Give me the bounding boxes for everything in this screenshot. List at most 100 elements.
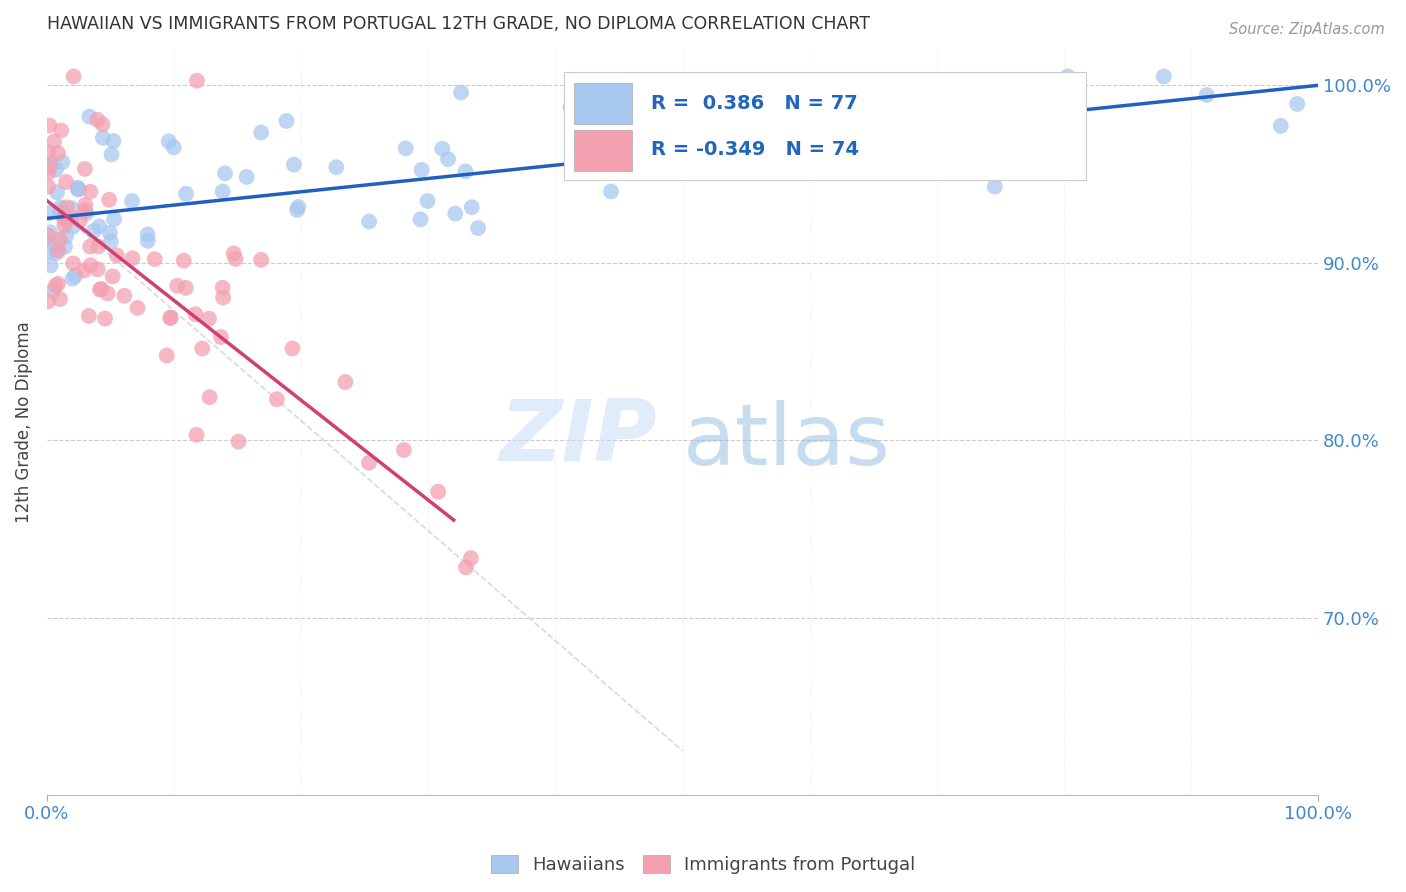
Point: [166, 278, 188, 293]
Point: [48, 232, 70, 246]
Point: [454, 164, 477, 178]
Point: [392, 443, 415, 458]
Point: [173, 253, 195, 268]
Point: [79, 258, 101, 272]
Point: [174, 281, 197, 295]
Point: [52, 211, 75, 226]
FancyBboxPatch shape: [575, 83, 631, 124]
Point: [159, 310, 181, 325]
Text: R =  0.386   N = 77: R = 0.386 N = 77: [651, 94, 858, 113]
Point: [103, 134, 125, 148]
Point: [77, 309, 100, 323]
Point: [184, 307, 207, 321]
Point: [65, 268, 87, 283]
Point: [39, 226, 62, 240]
Point: [39, 161, 62, 175]
Point: [454, 560, 477, 574]
Point: [90, 282, 112, 296]
Point: [357, 456, 380, 470]
Legend: Hawaiians, Immigrants from Portugal: Hawaiians, Immigrants from Portugal: [491, 855, 915, 874]
Point: [75, 203, 97, 218]
Point: [1195, 88, 1218, 103]
Text: ZIP: ZIP: [499, 396, 657, 479]
Point: [56, 212, 79, 227]
Point: [198, 390, 221, 404]
Text: atlas: atlas: [682, 400, 890, 483]
Point: [37, 145, 59, 160]
FancyBboxPatch shape: [575, 129, 631, 170]
Point: [409, 212, 432, 227]
Point: [121, 252, 143, 266]
Point: [66, 180, 89, 194]
Point: [37, 166, 59, 180]
Point: [38, 160, 60, 174]
Point: [45, 239, 67, 253]
Point: [79, 239, 101, 253]
Point: [143, 252, 166, 267]
Point: [127, 301, 149, 315]
Point: [62, 256, 84, 270]
Point: [49, 292, 72, 306]
Point: [37, 206, 59, 220]
Point: [395, 141, 418, 155]
Point: [287, 200, 309, 214]
Point: [136, 227, 159, 242]
Point: [427, 484, 450, 499]
Point: [60, 210, 83, 224]
Point: [450, 86, 472, 100]
Point: [285, 202, 308, 217]
Point: [266, 392, 288, 407]
Point: [62, 70, 84, 84]
Point: [105, 248, 128, 262]
Point: [1045, 92, 1067, 106]
Point: [174, 186, 197, 201]
Text: HAWAIIAN VS IMMIGRANTS FROM PORTUGAL 12TH GRADE, NO DIPLOMA CORRELATION CHART: HAWAIIAN VS IMMIGRANTS FROM PORTUGAL 12T…: [46, 15, 870, 33]
Point: [86, 112, 108, 127]
Point: [100, 147, 122, 161]
Point: [211, 185, 233, 199]
Point: [83, 224, 105, 238]
Point: [44, 279, 66, 293]
Point: [460, 551, 482, 566]
Point: [75, 198, 97, 212]
Point: [75, 206, 97, 220]
Point: [136, 234, 159, 248]
Point: [984, 179, 1007, 194]
Point: [276, 114, 298, 128]
Point: [560, 100, 582, 114]
Point: [66, 182, 89, 196]
Point: [55, 229, 77, 244]
Point: [235, 169, 257, 184]
Point: [87, 239, 110, 253]
Point: [89, 283, 111, 297]
Point: [38, 119, 60, 133]
Point: [51, 155, 73, 169]
Point: [224, 252, 246, 266]
Point: [437, 152, 460, 166]
Point: [1035, 103, 1057, 118]
Point: [250, 126, 273, 140]
Point: [53, 239, 76, 253]
Point: [94, 311, 117, 326]
Point: [988, 107, 1011, 121]
Point: [67, 182, 90, 196]
Point: [42, 135, 65, 149]
Point: [1270, 119, 1292, 133]
Point: [46, 244, 69, 258]
Point: [45, 246, 67, 260]
Point: [45, 162, 67, 177]
Point: [79, 110, 101, 124]
Point: [1056, 70, 1078, 84]
Point: [359, 214, 381, 228]
Point: [198, 311, 221, 326]
Point: [79, 185, 101, 199]
Point: [96, 286, 118, 301]
Point: [209, 330, 232, 344]
Point: [444, 206, 467, 220]
Point: [782, 148, 804, 162]
Point: [228, 434, 250, 449]
Point: [191, 342, 214, 356]
Point: [163, 140, 186, 154]
Point: [62, 272, 84, 286]
Point: [73, 161, 96, 176]
